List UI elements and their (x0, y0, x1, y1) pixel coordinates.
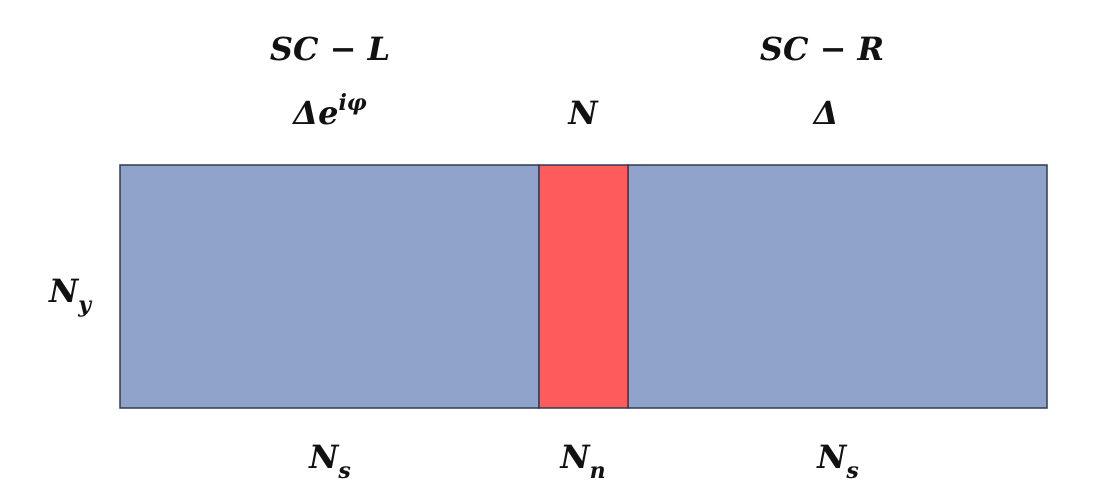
sc-right-region (627, 164, 1048, 409)
region-name: SC − R (760, 30, 884, 68)
width-base: N (816, 438, 848, 476)
width-base: N (308, 438, 340, 476)
width-label: Nn (559, 438, 605, 484)
gap-label: Δeiφ (291, 90, 367, 132)
sc-left-region (119, 164, 540, 409)
width-sub: n (590, 458, 606, 484)
region-name: SC − L (270, 30, 390, 68)
width-label: Ns (816, 438, 859, 484)
width-label: Ns (308, 438, 351, 484)
gap-base: Δe (291, 94, 338, 132)
gap-label: N (567, 94, 599, 132)
height-label: Ny (48, 272, 93, 318)
height-base: N (48, 272, 80, 310)
normal-region (538, 164, 629, 409)
gap-sup: iφ (338, 90, 366, 116)
height-sub: y (77, 292, 93, 318)
gap-label: Δ (812, 94, 839, 132)
width-sub: s (337, 458, 350, 484)
width-sub: s (845, 458, 858, 484)
width-base: N (559, 438, 591, 476)
